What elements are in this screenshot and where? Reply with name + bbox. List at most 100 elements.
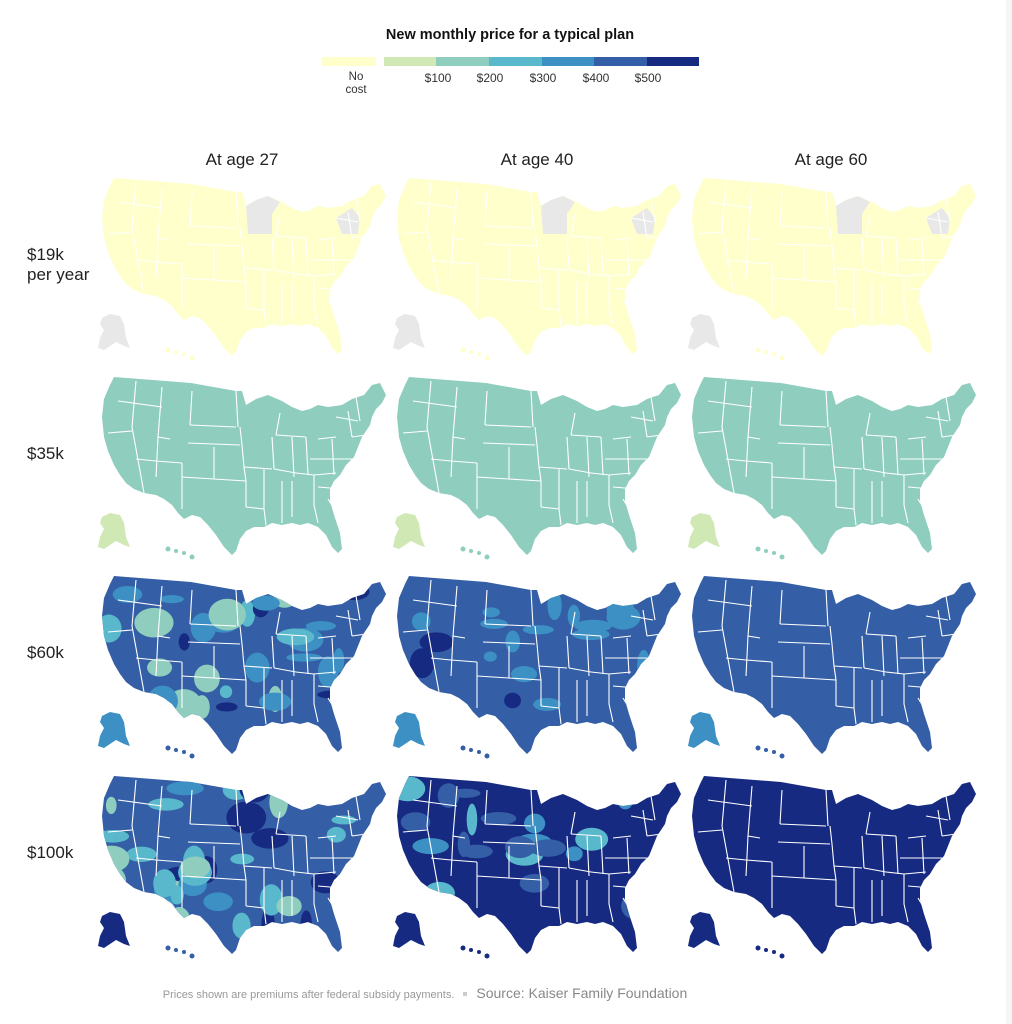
state-border [861, 237, 865, 271]
state-border [697, 629, 723, 633]
county-patch [102, 614, 122, 643]
state-border [235, 589, 239, 627]
state-border [566, 436, 570, 470]
hawaii-island [165, 546, 171, 552]
county-patch [322, 776, 346, 805]
hawaii-island [189, 753, 195, 759]
hawaii-island [182, 750, 186, 754]
us-map--19k-per-year-at-age-40 [393, 178, 681, 361]
state-border [508, 248, 542, 283]
alaska-fill [393, 314, 425, 350]
state-border [895, 635, 899, 675]
state-border [355, 197, 361, 223]
state-border [863, 468, 887, 474]
hawaii-island [174, 350, 178, 354]
legend-swatch-100-200 [436, 57, 489, 66]
column-header-age-27: At age 27 [205, 150, 279, 169]
state-border [450, 436, 454, 478]
county-patch [276, 895, 302, 917]
county-patch [166, 781, 204, 796]
state-border [612, 635, 632, 639]
hawaii-island [477, 750, 481, 754]
state-border [721, 825, 735, 893]
county-patch [575, 827, 609, 851]
county-patch [230, 853, 255, 865]
state-border [779, 789, 783, 825]
row-label-19k-line1: $19k [27, 245, 64, 264]
state-border [626, 438, 630, 476]
state-border [608, 475, 614, 524]
state-border [771, 875, 805, 879]
state-border [189, 589, 193, 625]
state-border [829, 426, 837, 482]
legend-label-400: $400 [582, 71, 610, 85]
state-border [697, 829, 723, 833]
state-border [135, 458, 183, 464]
alaska-fill [688, 912, 720, 948]
state-border [155, 835, 159, 877]
state-border [779, 424, 827, 428]
state-border [777, 243, 831, 247]
county-patch [637, 649, 651, 682]
county-patch [530, 839, 566, 857]
state-border [313, 674, 319, 723]
county-patch [480, 811, 517, 825]
county-patch [409, 648, 435, 679]
county-patch [505, 630, 521, 653]
state-border [650, 396, 656, 422]
state-border [317, 635, 337, 639]
state-border [131, 380, 137, 428]
state-border [239, 625, 247, 681]
hawaii-island [469, 948, 473, 952]
county-patch [565, 846, 583, 862]
state-border [721, 779, 727, 827]
state-border [181, 476, 215, 480]
state-border [650, 197, 656, 223]
state-border [335, 217, 359, 223]
county-patch [232, 912, 251, 939]
state-border [426, 625, 440, 693]
state-border [484, 390, 488, 426]
row-label-100k: $100k [27, 843, 74, 862]
county-patch [105, 796, 117, 815]
county-patch [178, 633, 190, 651]
hawaii-island [764, 549, 768, 553]
state-border [273, 269, 297, 275]
state-border [213, 248, 247, 283]
state-border [600, 237, 604, 277]
county-patch [331, 815, 357, 825]
row-label-19k: $19k per year [27, 245, 89, 285]
state-border [131, 181, 137, 229]
state-border [600, 635, 604, 675]
state-border [921, 637, 925, 675]
state-border [484, 789, 488, 825]
hawaii-island [460, 546, 466, 552]
state-border [566, 635, 570, 669]
county-patch [400, 812, 431, 832]
county-patch [618, 795, 633, 810]
state-border [921, 239, 925, 277]
state-border [895, 436, 899, 476]
legend-no-cost-line2: cost [345, 84, 367, 96]
state-border [508, 846, 542, 881]
county-patch [276, 628, 315, 646]
state-border [476, 875, 510, 879]
state-border [907, 237, 927, 241]
hawaii-island [165, 347, 171, 353]
state-border [476, 476, 510, 480]
hawaii-island [764, 948, 768, 952]
state-border [865, 811, 871, 835]
state-border [865, 412, 871, 436]
legend-label-no-cost: No cost [343, 71, 369, 97]
county-patch [483, 651, 497, 662]
state-border [117, 599, 163, 607]
county-patch [286, 653, 323, 662]
state-border [347, 609, 353, 637]
state-border [131, 227, 145, 295]
state-border [829, 625, 837, 681]
footer: Prices shown are premiums after federal … [0, 985, 850, 1001]
state-border [243, 466, 273, 470]
alaska-fill [688, 513, 720, 549]
alaska-fill [98, 712, 130, 748]
county-patch [423, 881, 455, 905]
